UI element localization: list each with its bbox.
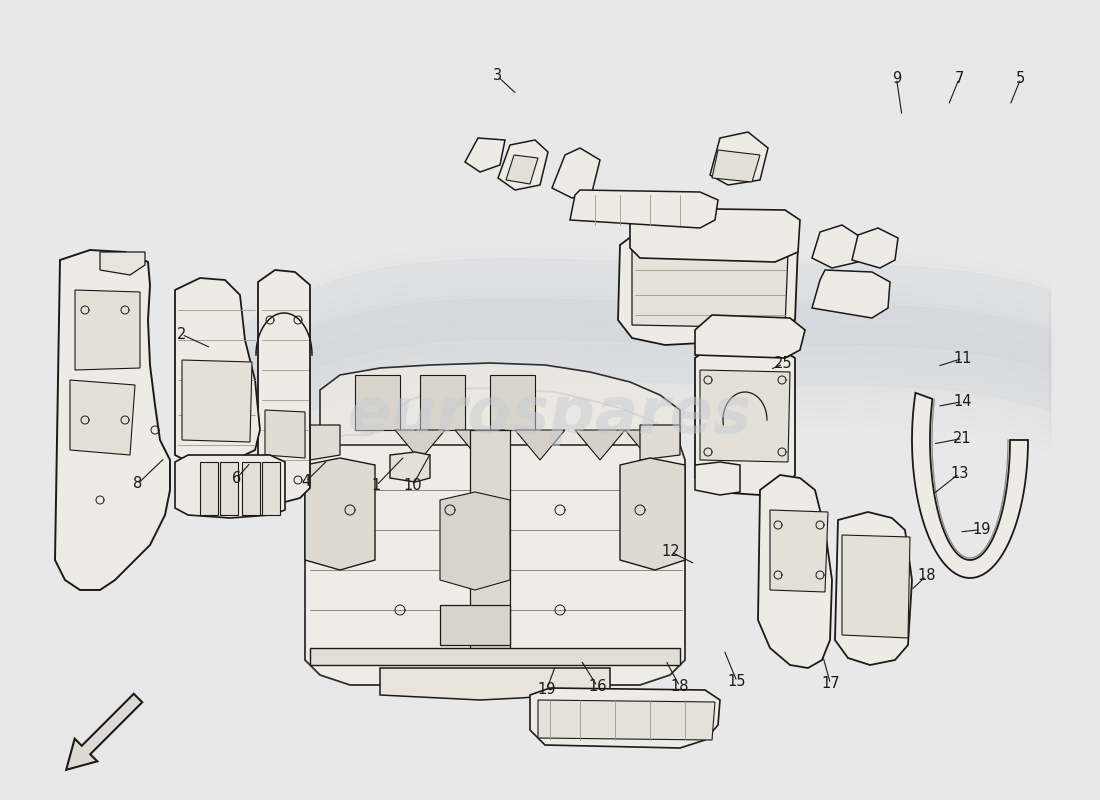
FancyArrow shape <box>66 694 142 770</box>
Text: 16: 16 <box>588 679 606 694</box>
Polygon shape <box>632 250 788 328</box>
Text: 9: 9 <box>892 71 901 86</box>
Text: 2: 2 <box>177 327 186 342</box>
Text: 25: 25 <box>774 357 792 371</box>
Text: 3: 3 <box>493 69 502 83</box>
Polygon shape <box>498 140 548 190</box>
Polygon shape <box>395 430 446 460</box>
Polygon shape <box>852 228 898 268</box>
Polygon shape <box>575 430 625 460</box>
Polygon shape <box>630 208 800 262</box>
Polygon shape <box>710 132 768 185</box>
Text: eurospares: eurospares <box>348 384 752 446</box>
Polygon shape <box>506 155 538 184</box>
Text: 11: 11 <box>954 351 971 366</box>
Polygon shape <box>842 535 910 638</box>
Text: 17: 17 <box>822 677 839 691</box>
Text: 19: 19 <box>972 522 990 537</box>
Polygon shape <box>262 462 280 515</box>
Polygon shape <box>835 512 912 665</box>
Polygon shape <box>490 375 535 430</box>
Polygon shape <box>70 380 135 455</box>
Text: 13: 13 <box>950 466 968 481</box>
Polygon shape <box>100 252 145 275</box>
Polygon shape <box>912 393 1028 578</box>
Polygon shape <box>55 250 170 590</box>
Polygon shape <box>570 190 718 228</box>
Polygon shape <box>812 270 890 318</box>
Polygon shape <box>75 290 140 370</box>
Text: 10: 10 <box>404 478 421 493</box>
Text: 4: 4 <box>301 474 310 489</box>
Polygon shape <box>470 430 510 660</box>
Polygon shape <box>700 370 790 462</box>
Polygon shape <box>552 148 600 198</box>
Polygon shape <box>770 510 828 592</box>
Text: 15: 15 <box>728 674 746 689</box>
Polygon shape <box>695 315 805 358</box>
Polygon shape <box>618 230 798 345</box>
Polygon shape <box>465 138 505 172</box>
Polygon shape <box>515 430 565 460</box>
Polygon shape <box>455 430 505 460</box>
Polygon shape <box>265 410 305 458</box>
Polygon shape <box>758 475 832 668</box>
Polygon shape <box>695 462 740 495</box>
Text: 18: 18 <box>671 679 689 694</box>
Text: 1: 1 <box>372 478 381 493</box>
Polygon shape <box>440 605 510 645</box>
Text: 18: 18 <box>917 569 935 583</box>
Text: 7: 7 <box>955 71 964 86</box>
Text: 14: 14 <box>954 394 971 409</box>
Text: 6: 6 <box>232 471 241 486</box>
Polygon shape <box>420 375 465 430</box>
Text: 5: 5 <box>1016 71 1025 86</box>
Polygon shape <box>320 363 680 445</box>
Polygon shape <box>182 360 252 442</box>
Polygon shape <box>712 150 760 182</box>
Text: 12: 12 <box>662 545 680 559</box>
Text: 21: 21 <box>954 431 971 446</box>
Polygon shape <box>640 425 680 460</box>
Polygon shape <box>695 346 795 495</box>
Polygon shape <box>812 225 862 268</box>
Polygon shape <box>242 462 260 515</box>
Polygon shape <box>305 458 375 570</box>
Polygon shape <box>355 375 400 430</box>
Text: 19: 19 <box>538 682 556 697</box>
Polygon shape <box>310 425 340 460</box>
Polygon shape <box>258 270 310 502</box>
Polygon shape <box>220 462 238 515</box>
Polygon shape <box>530 688 720 748</box>
Text: 8: 8 <box>133 477 142 491</box>
Polygon shape <box>390 452 430 482</box>
Polygon shape <box>175 455 285 518</box>
Polygon shape <box>305 388 685 685</box>
Polygon shape <box>310 648 680 665</box>
Polygon shape <box>175 278 260 468</box>
Polygon shape <box>620 458 685 570</box>
Polygon shape <box>538 700 715 740</box>
Polygon shape <box>440 492 510 590</box>
Polygon shape <box>625 430 675 460</box>
Polygon shape <box>379 668 610 700</box>
Polygon shape <box>200 462 218 515</box>
